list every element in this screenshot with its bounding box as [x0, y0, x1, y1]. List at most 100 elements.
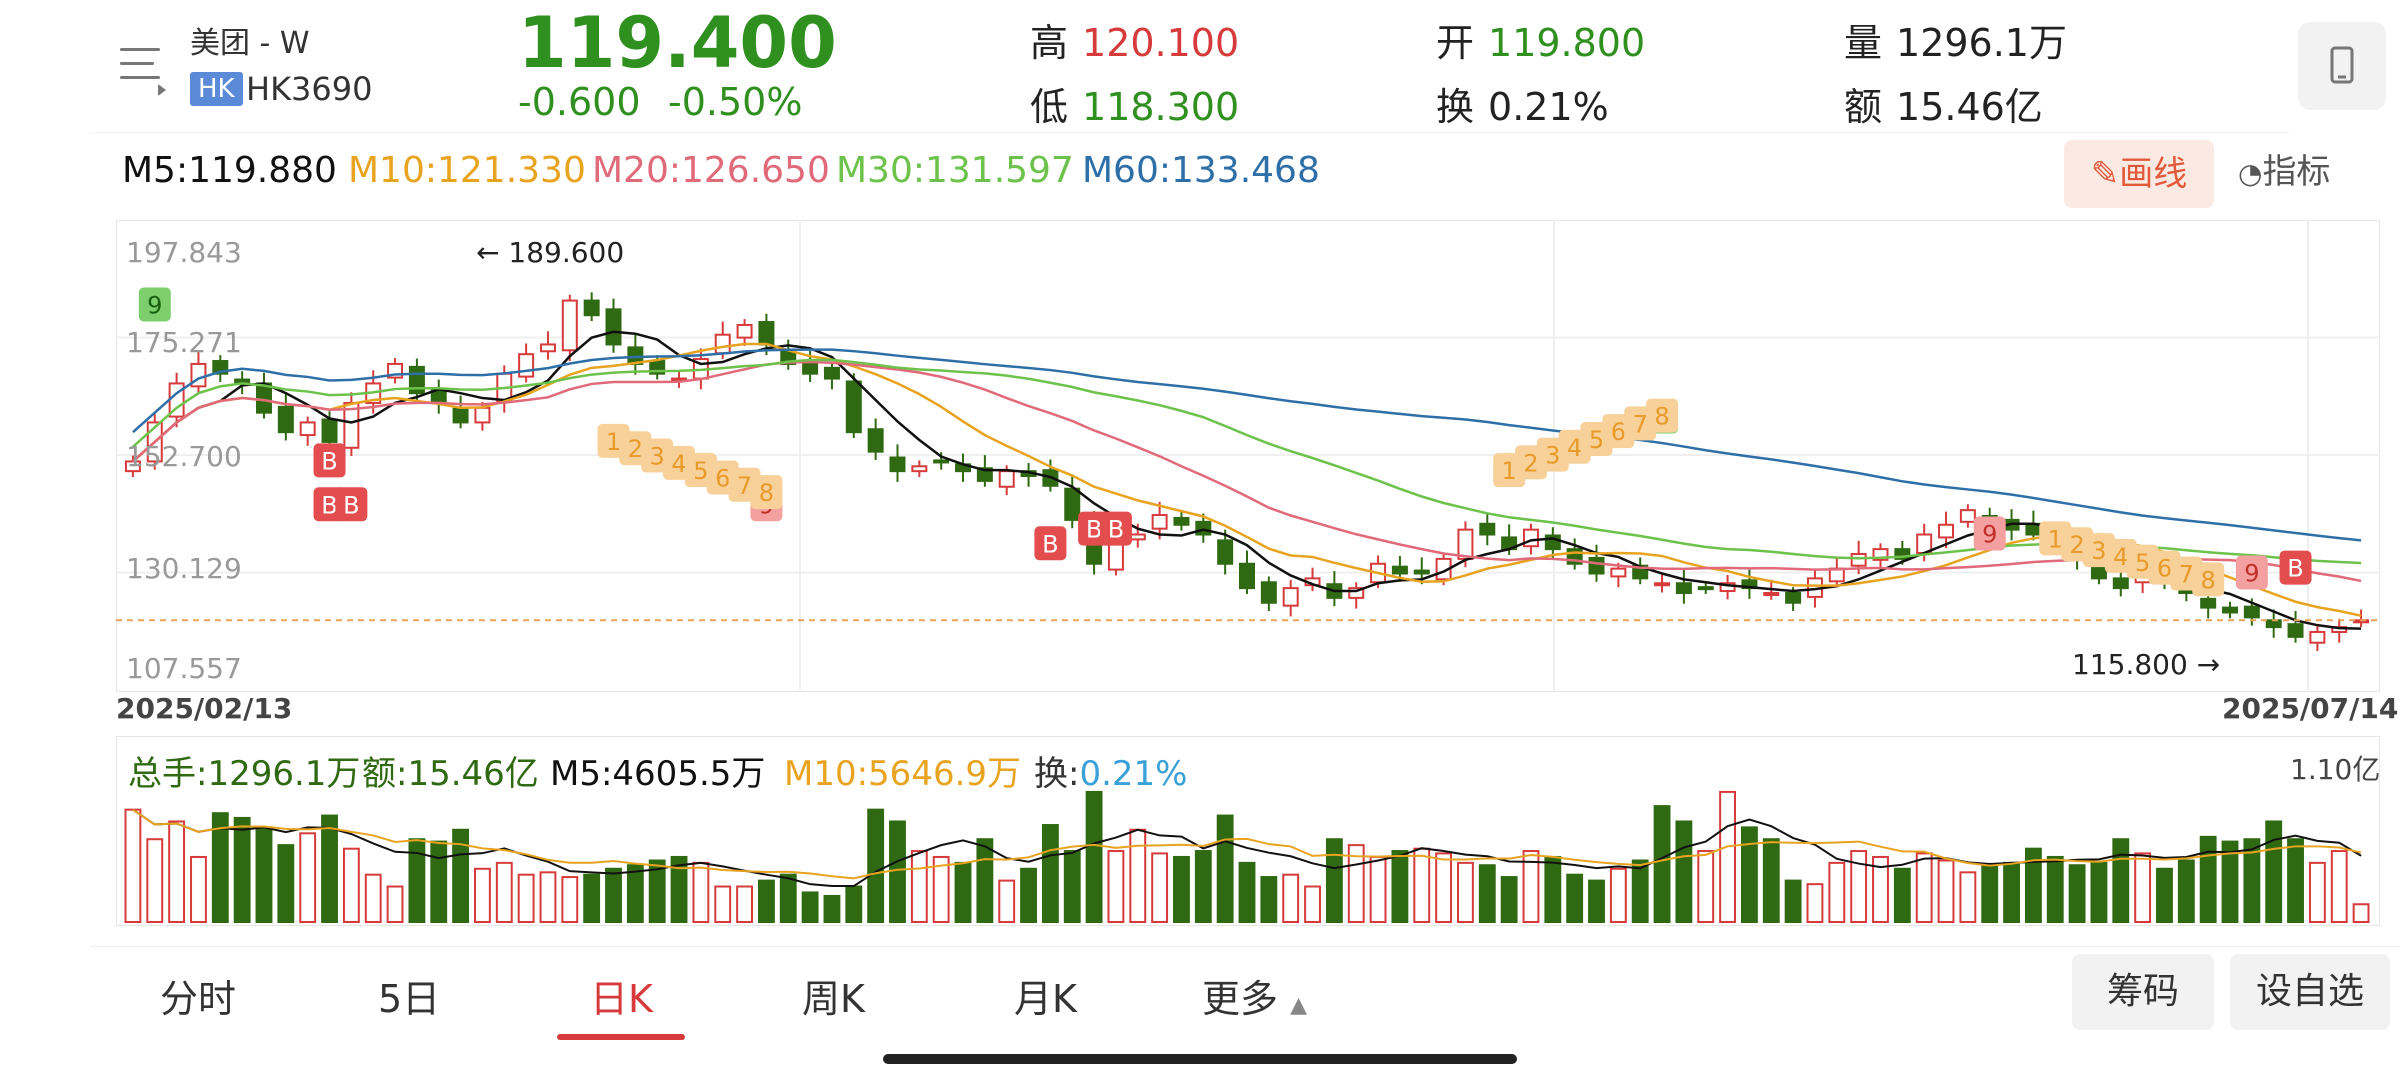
- volume-bar[interactable]: [779, 873, 797, 923]
- volume-bar[interactable]: [2352, 903, 2370, 923]
- candle-body[interactable]: [2309, 630, 2326, 644]
- volume-bar[interactable]: [1107, 850, 1125, 923]
- volume-bar[interactable]: [1063, 850, 1081, 923]
- volume-bar[interactable]: [736, 885, 753, 924]
- candle-body[interactable]: [1938, 523, 1955, 539]
- volume-bar[interactable]: [255, 826, 273, 923]
- volume-bar[interactable]: [626, 864, 644, 924]
- candle-body[interactable]: [736, 323, 753, 339]
- candle-body[interactable]: [539, 343, 556, 353]
- volume-bar[interactable]: [190, 855, 207, 923]
- candle-body[interactable]: [561, 299, 578, 352]
- volume-bar[interactable]: [1216, 814, 1234, 923]
- candle-body[interactable]: [1348, 587, 1365, 599]
- tab-5day[interactable]: 5日: [378, 977, 441, 1021]
- volume-bar[interactable]: [1435, 852, 1453, 923]
- candle-body[interactable]: [256, 382, 272, 414]
- candle-body[interactable]: [1413, 569, 1430, 575]
- volume-bar[interactable]: [1544, 855, 1562, 923]
- volume-chart-frame[interactable]: [116, 736, 2380, 926]
- candle-body[interactable]: [2112, 577, 2129, 590]
- volume-bar[interactable]: [452, 828, 470, 923]
- candle-body[interactable]: [1872, 548, 1889, 561]
- volume-bar[interactable]: [714, 885, 732, 924]
- candle-body[interactable]: [911, 465, 928, 473]
- candle-body[interactable]: [1260, 581, 1277, 604]
- candle-body[interactable]: [1959, 509, 1976, 523]
- volume-bar[interactable]: [1741, 826, 1758, 923]
- volume-bar[interactable]: [1282, 873, 1300, 923]
- volume-bar[interactable]: [1981, 864, 1999, 924]
- candle-body[interactable]: [1151, 514, 1168, 530]
- volume-bar[interactable]: [1457, 861, 1474, 924]
- volume-bar[interactable]: [321, 814, 338, 923]
- volume-bar[interactable]: [2330, 850, 2348, 923]
- tab-daily-k[interactable]: 日K: [590, 977, 653, 1021]
- candle-body[interactable]: [605, 308, 622, 346]
- volume-bar[interactable]: [386, 885, 404, 924]
- volume-bar[interactable]: [1806, 883, 1824, 924]
- candle-body[interactable]: [933, 459, 950, 464]
- volume-bar[interactable]: [1151, 852, 1169, 923]
- candle-body[interactable]: [1588, 556, 1605, 575]
- volume-bar[interactable]: [408, 838, 426, 923]
- candle-body[interactable]: [845, 380, 862, 434]
- volume-bar[interactable]: [1238, 861, 1256, 924]
- volume-bar[interactable]: [2308, 861, 2326, 924]
- volume-bar[interactable]: [801, 891, 819, 924]
- candle-body[interactable]: [2200, 597, 2217, 609]
- candle-body[interactable]: [1785, 591, 1802, 604]
- candle-body[interactable]: [1479, 522, 1496, 536]
- volume-bar[interactable]: [1588, 879, 1605, 923]
- candle-body[interactable]: [1719, 582, 1736, 593]
- volume-bar[interactable]: [670, 855, 688, 923]
- volume-bar[interactable]: [1020, 867, 1037, 923]
- volume-bar[interactable]: [2046, 855, 2064, 923]
- candle-body[interactable]: [1610, 567, 1627, 578]
- volume-bar[interactable]: [954, 861, 972, 924]
- volume-bar[interactable]: [2265, 820, 2283, 923]
- candle-body[interactable]: [277, 405, 294, 434]
- candle-body[interactable]: [1654, 582, 1671, 587]
- candle-body[interactable]: [2222, 606, 2239, 614]
- volume-bar[interactable]: [1260, 876, 1278, 923]
- volume-bar[interactable]: [1850, 850, 1868, 923]
- volume-bar[interactable]: [277, 844, 295, 923]
- candle-body[interactable]: [299, 421, 316, 437]
- candle-body[interactable]: [2243, 605, 2260, 619]
- candle-body[interactable]: [1239, 562, 1255, 590]
- candle-body[interactable]: [1894, 548, 1911, 560]
- add-watchlist-button[interactable]: 设自选: [2230, 954, 2390, 1030]
- volume-bar[interactable]: [1675, 820, 1693, 923]
- volume-bar[interactable]: [1915, 852, 1933, 923]
- volume-bar[interactable]: [1959, 871, 1977, 923]
- volume-bar[interactable]: [1413, 847, 1431, 923]
- candle-body[interactable]: [889, 456, 906, 473]
- volume-bar[interactable]: [2134, 852, 2152, 923]
- candle-body[interactable]: [474, 406, 491, 424]
- volume-bar[interactable]: [2024, 847, 2042, 923]
- volume-bar[interactable]: [1041, 824, 1059, 923]
- volume-bar[interactable]: [2068, 864, 2086, 924]
- volume-bar[interactable]: [583, 873, 601, 923]
- volume-bar[interactable]: [605, 867, 622, 923]
- volume-bar[interactable]: [2112, 838, 2130, 923]
- volume-bar[interactable]: [1784, 879, 1802, 923]
- volume-bar[interactable]: [233, 816, 251, 923]
- candle-body[interactable]: [1064, 487, 1081, 521]
- volume-bar[interactable]: [1391, 850, 1409, 923]
- candle-body[interactable]: [1217, 539, 1234, 565]
- candle-body[interactable]: [1675, 582, 1692, 594]
- candle-body[interactable]: [1129, 533, 1146, 541]
- candle-body[interactable]: [1282, 587, 1299, 607]
- volume-bar[interactable]: [889, 820, 906, 923]
- volume-bar[interactable]: [1893, 867, 1911, 923]
- volume-bar[interactable]: [1653, 805, 1671, 923]
- draw-line-button[interactable]: ✎画线: [2064, 140, 2214, 208]
- volume-bar[interactable]: [1828, 861, 1846, 924]
- volume-bar[interactable]: [2287, 838, 2304, 923]
- volume-bar[interactable]: [932, 855, 950, 923]
- candle-body[interactable]: [2287, 623, 2304, 638]
- tab-weekly-k[interactable]: 周K: [802, 977, 865, 1021]
- volume-bar[interactable]: [757, 879, 775, 923]
